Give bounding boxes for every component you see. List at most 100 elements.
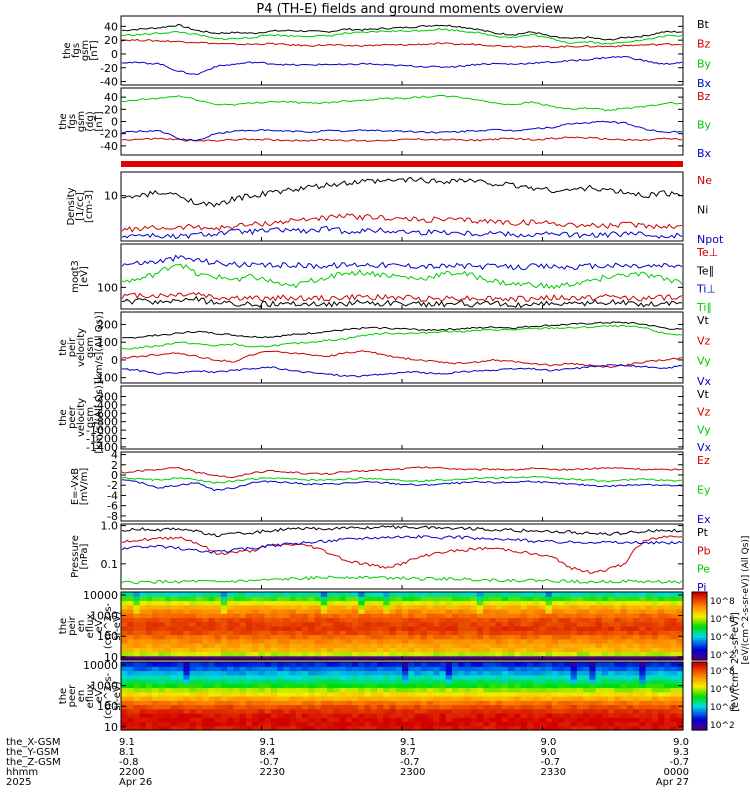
- heat-cell-p11: [545, 721, 553, 727]
- heat-cell-p10: [121, 592, 128, 597]
- heat-cell-p11: [589, 687, 597, 693]
- heat-cell-p10: [177, 655, 185, 661]
- heat-cell-p11: [676, 687, 684, 693]
- heat-cell-p11: [308, 696, 316, 701]
- heat-cell-p10: [476, 613, 484, 619]
- heat-cell-p10: [645, 655, 653, 661]
- heat-cell-p11: [389, 679, 397, 684]
- heat-cell-p11: [564, 679, 572, 684]
- heat-cell-p11: [402, 708, 409, 714]
- heat-cell-p11: [139, 683, 147, 689]
- heat-cell-p10: [433, 600, 441, 606]
- heat-cell-p11: [495, 670, 503, 676]
- heat-cell-p11: [445, 679, 453, 684]
- heat-cell-p10: [133, 626, 141, 631]
- heat-cell-p11: [283, 717, 291, 723]
- heat-cell-p10: [383, 621, 391, 627]
- heat-cell-p10: [252, 647, 259, 653]
- heat-cell-p11: [227, 691, 234, 697]
- heat-cell-p10: [483, 617, 491, 623]
- colorbar-cell: [692, 666, 707, 670]
- heat-cell-p11: [383, 717, 391, 723]
- heat-cell-p10: [633, 643, 640, 648]
- heat-cell-p11: [220, 666, 228, 672]
- tick-hhmm: 2200: [119, 767, 144, 778]
- heat-cell-p10: [489, 643, 497, 648]
- heat-cell-p11: [439, 717, 447, 723]
- heat-cell-p11: [501, 674, 509, 680]
- heat-cell-p11: [214, 666, 222, 672]
- heat-cell-p11: [639, 721, 647, 727]
- heat-cell-p10: [558, 626, 565, 631]
- heat-cell-p10: [389, 643, 397, 648]
- heat-cell-p10: [439, 630, 447, 636]
- heat-cell-p10: [408, 651, 416, 657]
- heat-cell-p10: [121, 630, 128, 636]
- heat-cell-p10: [545, 604, 553, 610]
- heat-cell-p11: [320, 662, 328, 667]
- heat-cell-p11: [289, 708, 297, 714]
- heat-cell-p11: [639, 717, 647, 723]
- heat-cell-p10: [620, 643, 628, 648]
- heat-cell-p11: [402, 704, 409, 710]
- heat-cell-p10: [383, 596, 391, 602]
- heat-cell-p11: [377, 687, 384, 693]
- heat-cell-p11: [258, 713, 266, 718]
- heat-cell-p11: [121, 717, 128, 723]
- heat-cell-p11: [476, 708, 484, 714]
- heat-cell-p11: [183, 670, 191, 676]
- heat-cell-p11: [121, 691, 128, 697]
- heat-cell-p11: [539, 679, 547, 684]
- heat-cell-p10: [439, 634, 447, 640]
- heat-cell-p11: [270, 717, 278, 723]
- heat-cell-p10: [227, 617, 234, 623]
- heat-cell-p11: [408, 662, 416, 667]
- heat-cell-p11: [545, 700, 553, 706]
- heat-cell-p11: [389, 717, 397, 723]
- heat-cell-p10: [258, 626, 266, 631]
- heat-cell-p11: [164, 674, 172, 680]
- heat-cell-p10: [289, 617, 297, 623]
- heat-cell-p11: [295, 713, 303, 718]
- heat-cell-p11: [526, 662, 534, 667]
- heat-cell-p11: [470, 725, 478, 731]
- heat-cell-p11: [339, 700, 347, 706]
- heat-cell-p10: [539, 651, 547, 657]
- heat-cell-p11: [426, 704, 434, 710]
- heat-cell-p11: [558, 696, 565, 701]
- heat-cell-p10: [189, 600, 197, 606]
- heat-cell-p11: [589, 662, 597, 667]
- heat-cell-p10: [651, 647, 659, 653]
- heat-cell-p11: [451, 666, 459, 672]
- heat-cell-p10: [626, 604, 634, 610]
- heat-cell-p10: [252, 634, 259, 640]
- heat-cell-p11: [302, 708, 309, 714]
- heat-cell-p10: [658, 651, 665, 657]
- colorbar-cell: [692, 705, 707, 708]
- heat-cell-p11: [576, 662, 584, 667]
- heat-cell-p11: [558, 700, 565, 706]
- heat-cell-p10: [664, 613, 672, 619]
- heat-cell-p10: [233, 638, 241, 644]
- heat-cell-p11: [645, 670, 653, 676]
- heat-cell-p10: [308, 643, 316, 648]
- series-p4-Ni: [121, 177, 683, 208]
- heat-cell-p10: [533, 604, 540, 610]
- heat-cell-p11: [533, 717, 540, 723]
- heat-cell-p10: [170, 613, 178, 619]
- heat-cell-p11: [264, 700, 272, 706]
- heat-cell-p10: [145, 630, 153, 636]
- heat-cell-p10: [358, 617, 366, 623]
- heat-cell-p10: [189, 643, 197, 648]
- heat-cell-p11: [270, 683, 278, 689]
- heat-cell-p10: [327, 655, 334, 661]
- heat-cell-p11: [364, 704, 372, 710]
- heat-cell-p10: [383, 604, 391, 610]
- heat-cell-p11: [639, 708, 647, 714]
- heat-cell-p10: [389, 609, 397, 614]
- heat-cell-p11: [458, 717, 466, 723]
- heat-cell-p10: [414, 626, 422, 631]
- heat-cell-p11: [370, 717, 378, 723]
- heat-cell-p11: [395, 674, 403, 680]
- heat-cell-p10: [202, 655, 210, 661]
